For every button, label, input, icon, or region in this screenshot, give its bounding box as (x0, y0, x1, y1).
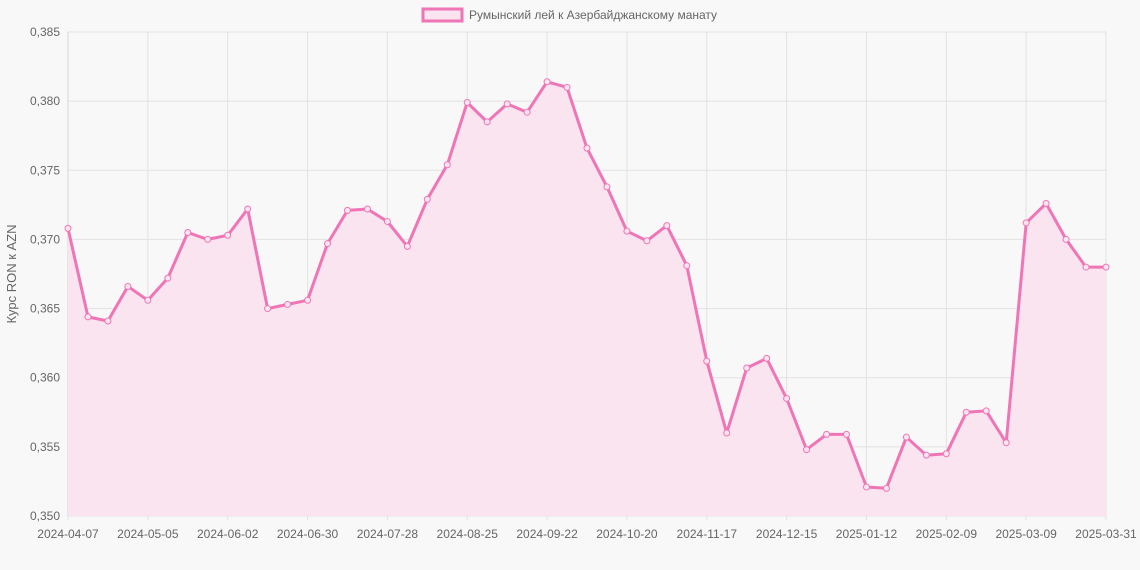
data-point[interactable] (543, 78, 551, 86)
data-point[interactable] (304, 296, 312, 304)
data-point[interactable] (843, 430, 850, 438)
legend[interactable]: Румынский лей к Азербайджанскому манату (421, 7, 717, 23)
x-tick-label: 2024-05-05 (117, 527, 179, 541)
y-tick-label: 0,350 (30, 509, 60, 523)
data-point[interactable] (483, 118, 491, 126)
x-tick-label: 2024-06-30 (277, 527, 339, 541)
data-point[interactable] (184, 229, 192, 237)
x-tick-label: 2024-10-20 (596, 527, 658, 541)
data-point[interactable] (862, 483, 870, 491)
y-tick-label: 0,375 (30, 163, 60, 177)
x-tick-label: 2024-06-02 (197, 527, 259, 541)
x-tick-label: 2024-04-07 (37, 527, 99, 541)
y-tick-label: 0,365 (30, 302, 60, 316)
data-point[interactable] (823, 430, 831, 438)
data-point[interactable] (1002, 439, 1010, 447)
series-area-fill (68, 81, 1106, 517)
data-point[interactable] (982, 407, 990, 415)
y-axis: 0,350 0,355 0,360 0,365 0,370 0,375 0,380 0,385 (30, 25, 60, 523)
y-tick-label: 0,370 (30, 232, 60, 246)
data-point[interactable] (1042, 199, 1050, 207)
data-point[interactable] (264, 305, 272, 313)
data-point[interactable] (763, 354, 771, 362)
data-point[interactable] (723, 429, 731, 437)
data-point[interactable] (164, 274, 172, 282)
data-point[interactable] (204, 235, 212, 243)
legend-label: Румынский лей к Азербайджанскому манату (469, 8, 717, 22)
data-point[interactable] (144, 296, 152, 304)
data-point[interactable] (663, 222, 671, 230)
x-tick-label: 2024-12-15 (756, 527, 818, 541)
legend-swatch (421, 7, 464, 23)
data-point[interactable] (244, 205, 252, 213)
data-point[interactable] (224, 231, 232, 239)
data-point[interactable] (363, 205, 371, 213)
x-tick-label: 2025-03-31 (1075, 527, 1137, 541)
data-point[interactable] (703, 357, 711, 365)
data-point[interactable] (783, 394, 791, 402)
data-point[interactable] (343, 206, 351, 214)
y-tick-label: 0,360 (30, 371, 60, 385)
data-point[interactable] (463, 99, 471, 107)
data-point[interactable] (643, 237, 651, 245)
data-point[interactable] (523, 108, 531, 116)
x-tick-label: 2025-02-09 (916, 527, 978, 541)
data-point[interactable] (124, 282, 132, 290)
x-axis: 2024-04-07 2024-05-05 2024-06-02 2024-06-30… (37, 527, 1137, 541)
data-point[interactable] (683, 262, 691, 270)
data-point[interactable] (104, 317, 112, 325)
data-point[interactable] (383, 217, 391, 225)
data-point[interactable] (324, 240, 331, 248)
data-point[interactable] (922, 451, 930, 459)
x-tick-label: 2025-01-12 (836, 527, 898, 541)
data-point[interactable] (583, 144, 591, 152)
y-tick-label: 0,380 (30, 94, 60, 108)
data-point[interactable] (902, 433, 910, 441)
data-point[interactable] (64, 224, 72, 232)
data-point[interactable] (942, 450, 950, 458)
x-tick-label: 2024-07-28 (357, 527, 419, 541)
data-point[interactable] (962, 408, 970, 416)
x-tick-label: 2024-11-17 (677, 527, 738, 541)
data-point[interactable] (743, 364, 751, 372)
y-tick-label: 0,385 (30, 25, 60, 39)
data-point[interactable] (1102, 263, 1110, 271)
data-point[interactable] (1022, 219, 1030, 227)
x-tick-label: 2024-08-25 (437, 527, 499, 541)
data-point[interactable] (603, 183, 611, 191)
data-point[interactable] (403, 242, 411, 250)
x-tick-label: 2025-03-09 (995, 527, 1057, 541)
series-points (64, 78, 1110, 492)
data-point[interactable] (84, 313, 92, 321)
y-tick-label: 0,355 (30, 440, 60, 454)
data-point[interactable] (503, 100, 511, 108)
data-point[interactable] (443, 161, 451, 169)
data-point[interactable] (423, 195, 431, 203)
x-tick-label: 2024-09-22 (516, 527, 578, 541)
data-point[interactable] (1082, 263, 1090, 271)
data-point[interactable] (623, 227, 631, 235)
data-point[interactable] (803, 446, 811, 454)
data-point[interactable] (882, 484, 890, 492)
data-point[interactable] (284, 300, 292, 308)
data-point[interactable] (1062, 235, 1070, 243)
data-point[interactable] (563, 83, 571, 91)
y-axis-title: Курс RON к AZN (4, 224, 19, 323)
